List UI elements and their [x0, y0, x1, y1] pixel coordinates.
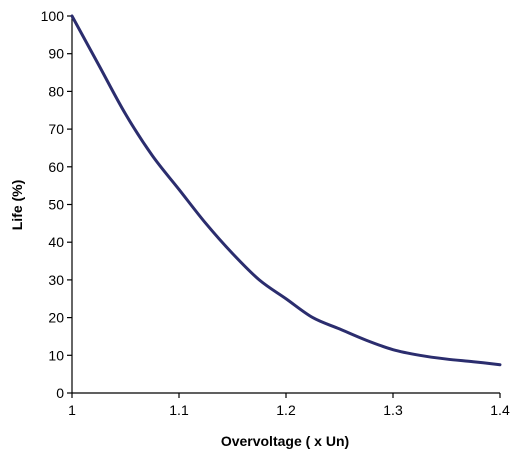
- series-layer: [70, 14, 502, 367]
- y-tick-label: 10: [48, 347, 64, 363]
- tick-labels: 0 10 20 30 40 50 60 70 80 90 100 1 1.1 1.2 1.3 1.4: [41, 8, 510, 418]
- y-tick-label: 80: [48, 83, 64, 99]
- y-tick-label: 30: [48, 272, 64, 288]
- y-tick-label: 0: [56, 385, 64, 401]
- x-tick-label: 1.2: [276, 402, 296, 418]
- y-tick-label: 20: [48, 310, 64, 326]
- x-axis-title: Overvoltage ( x Un): [221, 433, 349, 449]
- tick-marks: [67, 15, 501, 398]
- y-tick-label: 60: [48, 159, 64, 175]
- x-tick-label: 1.3: [383, 402, 403, 418]
- y-axis-title: Life (%): [9, 180, 25, 231]
- y-tick-label: 100: [41, 8, 65, 24]
- y-tick-label: 40: [48, 234, 64, 250]
- x-tick-label: 1: [68, 402, 76, 418]
- y-tick-label: 70: [48, 121, 64, 137]
- y-tick-label: 90: [48, 46, 64, 62]
- x-tick-label: 1.4: [490, 402, 510, 418]
- x-tick-label: 1.1: [169, 402, 189, 418]
- axes: [71, 16, 500, 394]
- series-line-0: [70, 14, 502, 367]
- y-tick-label: 50: [48, 197, 64, 213]
